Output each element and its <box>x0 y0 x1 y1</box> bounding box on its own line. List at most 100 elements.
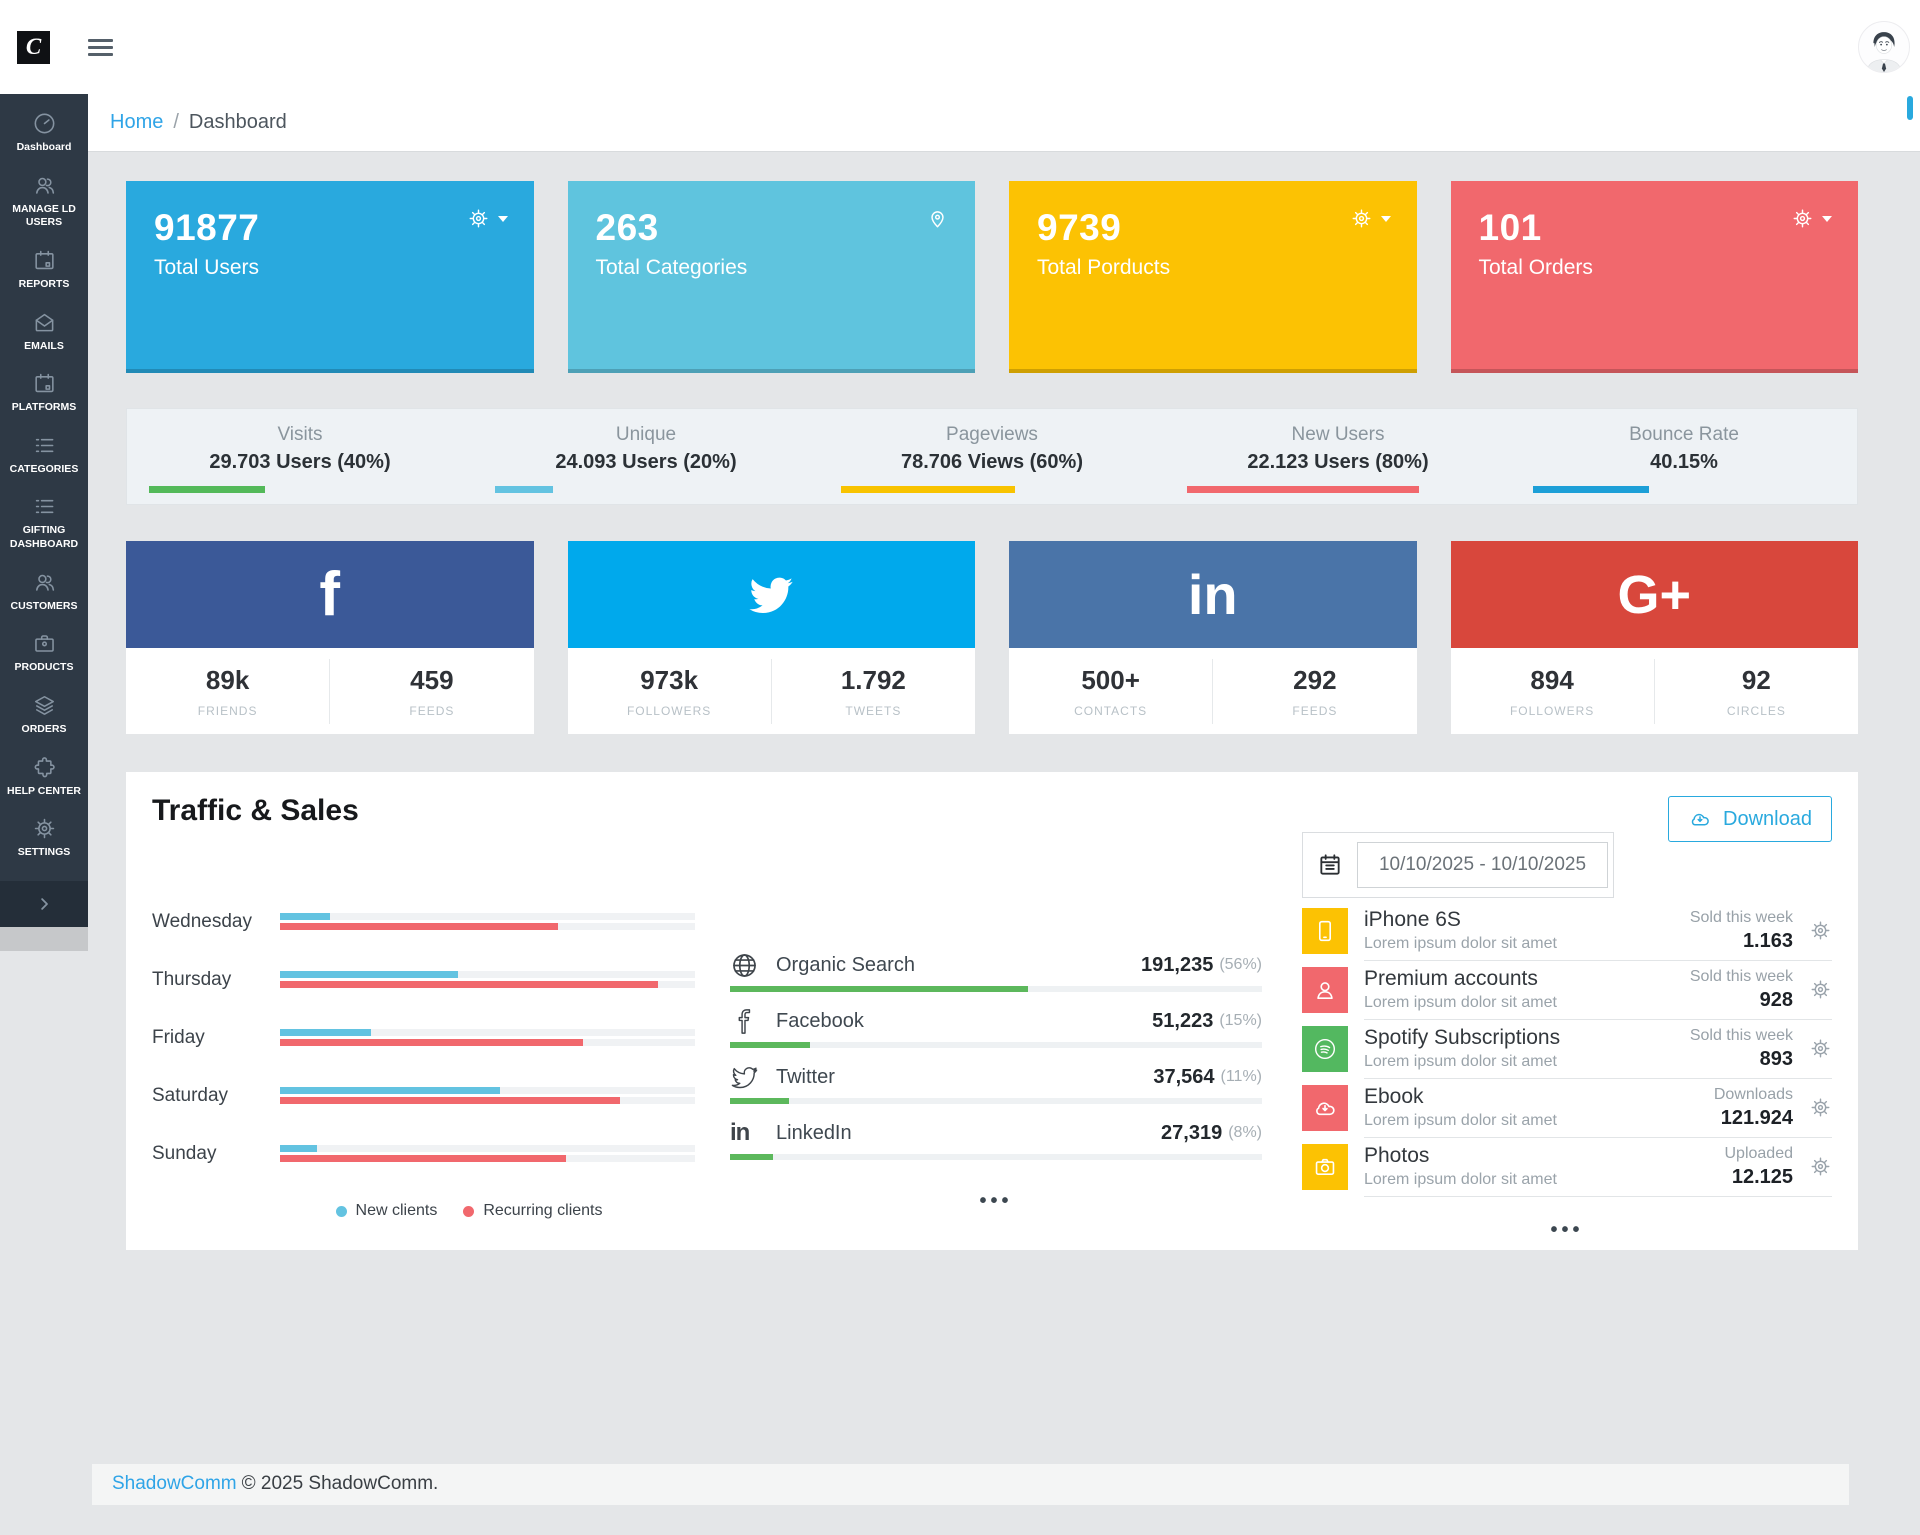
referrals-more-button[interactable]: ••• <box>979 1190 1013 1212</box>
chart-day-label: Wednesday <box>152 911 252 932</box>
product-settings-button[interactable] <box>1809 1155 1832 1178</box>
date-range-picker <box>1302 832 1614 898</box>
product-metric-label: Sold this week <box>1689 967 1793 985</box>
menu-toggle-icon[interactable] <box>84 35 117 60</box>
sidebar-item-platforms[interactable]: PLATFORMS <box>0 362 88 424</box>
sidebar-collapse-button[interactable] <box>0 880 88 927</box>
product-row-ebook: Ebook Lorem ipsum dolor sit amet Downloa… <box>1302 1085 1832 1138</box>
sidebar-item-dashboard[interactable]: Dashboard <box>0 102 88 164</box>
sidebar-item-label: HELP CENTER <box>7 784 81 797</box>
sidebar-item-label: REPORTS <box>18 277 70 290</box>
sidebar-item-label: CUSTOMERS <box>10 599 78 612</box>
sidebar-item-gifting-dashboard[interactable]: GIFTING DASHBOARD <box>0 485 88 560</box>
stat-label: Total Orders <box>1478 256 1593 279</box>
scrollbar-thumb[interactable] <box>1907 96 1913 120</box>
product-settings-button[interactable] <box>1809 1096 1832 1119</box>
legend-recurring-clients: Recurring clients <box>463 1202 602 1220</box>
twitter-icon[interactable] <box>567 541 975 648</box>
social-stat-label: FOLLOWERS <box>626 703 712 718</box>
referral-pct: (8%) <box>1228 1124 1262 1141</box>
download-button[interactable]: Download <box>1668 796 1832 842</box>
product-desc: Lorem ipsum dolor sit amet <box>1364 994 1557 1011</box>
product-name: Premium accounts <box>1364 967 1538 990</box>
linkedin-icon[interactable]: in <box>1009 541 1417 648</box>
sidebar-item-customers[interactable]: CUSTOMERS <box>0 561 88 623</box>
chart-legend: New clients Recurring clients <box>152 1202 746 1220</box>
social-stat-value: 89k <box>205 664 250 695</box>
sidebar-item-emails[interactable]: EMAILS <box>0 301 88 363</box>
product-settings-button[interactable] <box>1809 1037 1832 1060</box>
app-logo[interactable]: C <box>17 30 50 64</box>
referral-pct: (11%) <box>1220 1068 1263 1085</box>
metric-value: 29.703 Users (40%) <box>209 451 391 473</box>
sidebar: Dashboard MANAGE LD USERS REPORTS EMAILS… <box>0 94 88 1535</box>
metric-new-users: New Users 22.123 Users (80%) <box>1165 409 1511 504</box>
metric-bar <box>1187 486 1419 493</box>
social-stat-label: FOLLOWERS <box>1509 703 1595 718</box>
legend-dot-recurring <box>463 1205 475 1217</box>
calendar-icon[interactable] <box>1317 852 1343 878</box>
phone-icon <box>1302 908 1348 954</box>
product-metric-value: 928 <box>1759 988 1793 1011</box>
card-settings-dropdown[interactable] <box>1350 207 1391 230</box>
sidebar-item-orders[interactable]: ORDERS <box>0 684 88 746</box>
products-column: iPhone 6S Lorem ipsum dolor sit amet Sol… <box>1302 832 1832 1242</box>
chart-day-label: Thursday <box>152 969 232 990</box>
stat-value: 9739 <box>1037 207 1122 248</box>
products-more-button[interactable]: ••• <box>1550 1219 1584 1241</box>
sidebar-item-manage-ld-users[interactable]: MANAGE LD USERS <box>0 164 88 239</box>
sidebar-item-products[interactable]: PRODUCTS <box>0 622 88 684</box>
download-button-label: Download <box>1723 807 1812 830</box>
card-pin-button[interactable] <box>926 207 949 230</box>
metric-unique: Unique 24.093 Users (20%) <box>473 409 819 504</box>
sidebar-item-label: PLATFORMS <box>11 401 77 414</box>
product-row-spotify-subscriptions: Spotify Subscriptions Lorem ipsum dolor … <box>1302 1026 1832 1079</box>
social-stat-value: 1.792 <box>840 664 906 695</box>
top-products-list: iPhone 6S Lorem ipsum dolor sit amet Sol… <box>1302 908 1832 1242</box>
facebook-icon[interactable]: f <box>126 541 534 648</box>
social-stat: 973k FOLLOWERS <box>568 659 771 724</box>
stat-value: 263 <box>595 207 659 248</box>
sidebar-item-help-center[interactable]: HELP CENTER <box>0 746 88 808</box>
google-plus-card: G+ 894 FOLLOWERS 92 CIRCLES <box>1450 541 1858 734</box>
footer-brand-link[interactable]: ShadowComm <box>112 1473 237 1494</box>
product-settings-button[interactable] <box>1809 978 1832 1001</box>
legend-dot-new <box>335 1205 347 1217</box>
sidebar-item-reports[interactable]: REPORTS <box>0 239 88 301</box>
social-stat-value: 973k <box>640 664 699 695</box>
stat-value: 101 <box>1478 207 1542 248</box>
user-avatar[interactable] <box>1858 21 1910 73</box>
referral-bar <box>730 1154 773 1160</box>
social-cards-row: f 89k FRIENDS 459 FEEDS <box>126 541 1858 734</box>
product-row-iphone-6s: iPhone 6S Lorem ipsum dolor sit amet Sol… <box>1302 908 1832 961</box>
map-pin-icon <box>931 211 944 228</box>
social-stat: 92 CIRCLES <box>1653 658 1858 724</box>
date-range-input[interactable] <box>1357 842 1608 888</box>
list-icon <box>35 500 53 514</box>
card-settings-dropdown[interactable] <box>1791 207 1832 230</box>
panel-title: Traffic & Sales <box>152 794 359 827</box>
calendar-icon <box>34 250 54 270</box>
sidebar-item-label: GIFTING DASHBOARD <box>9 524 79 551</box>
metric-bounce-rate: Bounce Rate 40.15% <box>1511 409 1857 504</box>
referral-value: 37,564 <box>1153 1065 1215 1088</box>
chevron-right-icon <box>41 898 48 910</box>
breadcrumb-home-link[interactable]: Home <box>110 111 164 133</box>
referral-bar <box>730 986 1028 992</box>
facebook-glyph: f <box>319 559 341 629</box>
product-settings-button[interactable] <box>1809 919 1832 942</box>
google-plus-icon[interactable]: G+ <box>1450 541 1858 648</box>
sidebar-item-categories[interactable]: CATEGORIES <box>0 424 88 486</box>
sidebar-item-label: Dashboard <box>16 141 72 153</box>
chart-row: Thursday <box>152 970 746 989</box>
metric-value: 22.123 Users (80%) <box>1247 451 1429 473</box>
chart-day-label: Saturday <box>152 1085 229 1106</box>
social-stat: 292 FEEDS <box>1212 658 1416 724</box>
footer-copyright: © 2025 ShadowComm. <box>241 1473 439 1494</box>
sidebar-item-settings[interactable]: SETTINGS <box>0 807 88 869</box>
gauge-icon <box>34 113 54 134</box>
product-metric-value: 121.924 <box>1720 1106 1793 1129</box>
metric-value: 24.093 Users (20%) <box>555 451 737 473</box>
card-settings-dropdown[interactable] <box>467 207 508 230</box>
referral-name: LinkedIn <box>776 1121 852 1144</box>
